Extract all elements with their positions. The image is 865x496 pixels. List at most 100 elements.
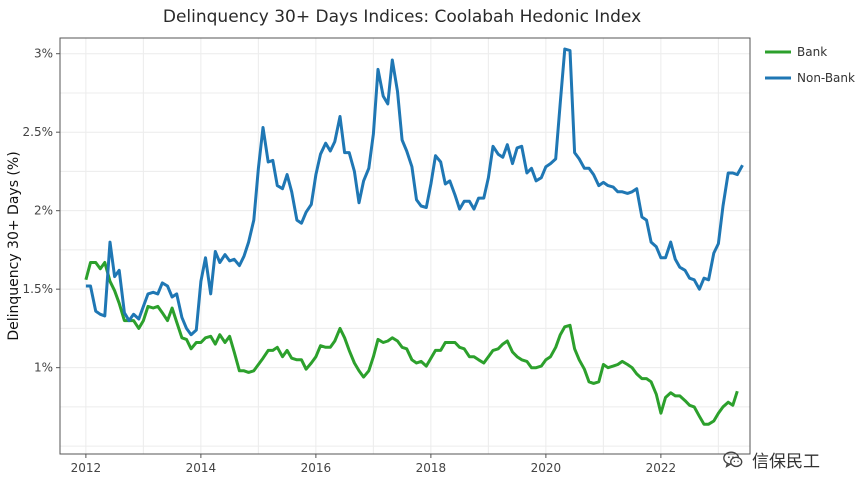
data-point: [296, 359, 297, 360]
x-tick-label: 2012: [71, 461, 102, 475]
data-point: [584, 369, 585, 370]
data-point: [191, 348, 192, 349]
data-point: [406, 150, 407, 151]
data-point: [713, 253, 714, 254]
data-point: [411, 359, 412, 360]
data-point: [531, 367, 532, 368]
plot-frame: [59, 37, 751, 455]
data-point: [234, 259, 235, 260]
data-point: [603, 182, 604, 183]
data-point: [521, 359, 522, 360]
data-point: [502, 157, 503, 158]
data-point: [421, 361, 422, 362]
data-point: [114, 290, 115, 291]
data-point: [416, 362, 417, 363]
data-point: [483, 362, 484, 363]
data-point: [354, 362, 355, 363]
legend-item-non-bank[interactable]: Non-Bank: [765, 71, 855, 85]
data-point: [176, 322, 177, 323]
data-point: [320, 154, 321, 155]
data-point: [607, 185, 608, 186]
data-point: [181, 317, 182, 318]
data-point: [133, 320, 134, 321]
data-point: [210, 336, 211, 337]
data-point: [512, 351, 513, 352]
data-point: [162, 312, 163, 313]
data-point: [377, 339, 378, 340]
data-point: [114, 276, 115, 277]
data-point: [301, 223, 302, 224]
data-point: [224, 342, 225, 343]
series-line-non-bank: [85, 47, 744, 337]
series-bank: [84, 261, 739, 426]
data-point: [636, 373, 637, 374]
data-point: [498, 348, 499, 349]
watermark: 信保民工: [722, 447, 820, 472]
data-point: [124, 312, 125, 313]
x-tick-label: 2018: [416, 461, 447, 475]
y-tick-label: 3%: [34, 47, 53, 61]
data-point: [675, 395, 676, 396]
data-point: [670, 392, 671, 393]
data-point: [210, 293, 211, 294]
data-point: [675, 259, 676, 260]
data-point: [459, 347, 460, 348]
data-point: [632, 191, 633, 192]
data-point: [536, 180, 537, 181]
data-point: [454, 342, 455, 343]
data-point: [526, 361, 527, 362]
data-point: [377, 69, 378, 70]
legend-item-bank[interactable]: Bank: [765, 45, 827, 59]
data-point: [311, 204, 312, 205]
data-point: [416, 199, 417, 200]
data-point: [172, 296, 173, 297]
data-point: [268, 161, 269, 162]
data-point: [282, 188, 283, 189]
data-point: [272, 350, 273, 351]
data-point: [128, 320, 129, 321]
data-point: [459, 209, 460, 210]
data-point: [622, 191, 623, 192]
data-point: [473, 209, 474, 210]
data-point: [392, 59, 393, 60]
data-point: [641, 216, 642, 217]
data-point: [277, 185, 278, 186]
data-point: [454, 194, 455, 195]
data-point: [397, 340, 398, 341]
data-point: [258, 168, 259, 169]
data-point: [339, 116, 340, 117]
data-point: [598, 381, 599, 382]
data-point: [421, 205, 422, 206]
data-point: [440, 161, 441, 162]
data-point: [492, 146, 493, 147]
data-point: [147, 293, 148, 294]
chart-title: Delinquency 30+ Days Indices: Coolabah H…: [163, 7, 641, 27]
data-point: [464, 201, 465, 202]
data-point: [219, 262, 220, 263]
legend[interactable]: Bank Non-Bank: [765, 45, 855, 85]
data-point: [258, 364, 259, 365]
data-point: [632, 367, 633, 368]
data-point: [694, 406, 695, 407]
data-point: [718, 413, 719, 414]
data-point: [699, 289, 700, 290]
data-point: [109, 281, 110, 282]
data-point: [478, 359, 479, 360]
data-point: [569, 325, 570, 326]
data-point: [138, 318, 139, 319]
data-point: [613, 366, 614, 367]
data-point: [636, 188, 637, 189]
data-point: [541, 177, 542, 178]
data-point: [430, 183, 431, 184]
data-point: [469, 356, 470, 357]
data-point: [349, 350, 350, 351]
data-point: [430, 358, 431, 359]
data-point: [291, 358, 292, 359]
y-tick-label: 1%: [34, 361, 53, 375]
data-point: [603, 364, 604, 365]
data-point: [531, 168, 532, 169]
data-point: [545, 166, 546, 167]
data-point: [665, 397, 666, 398]
data-point: [124, 320, 125, 321]
